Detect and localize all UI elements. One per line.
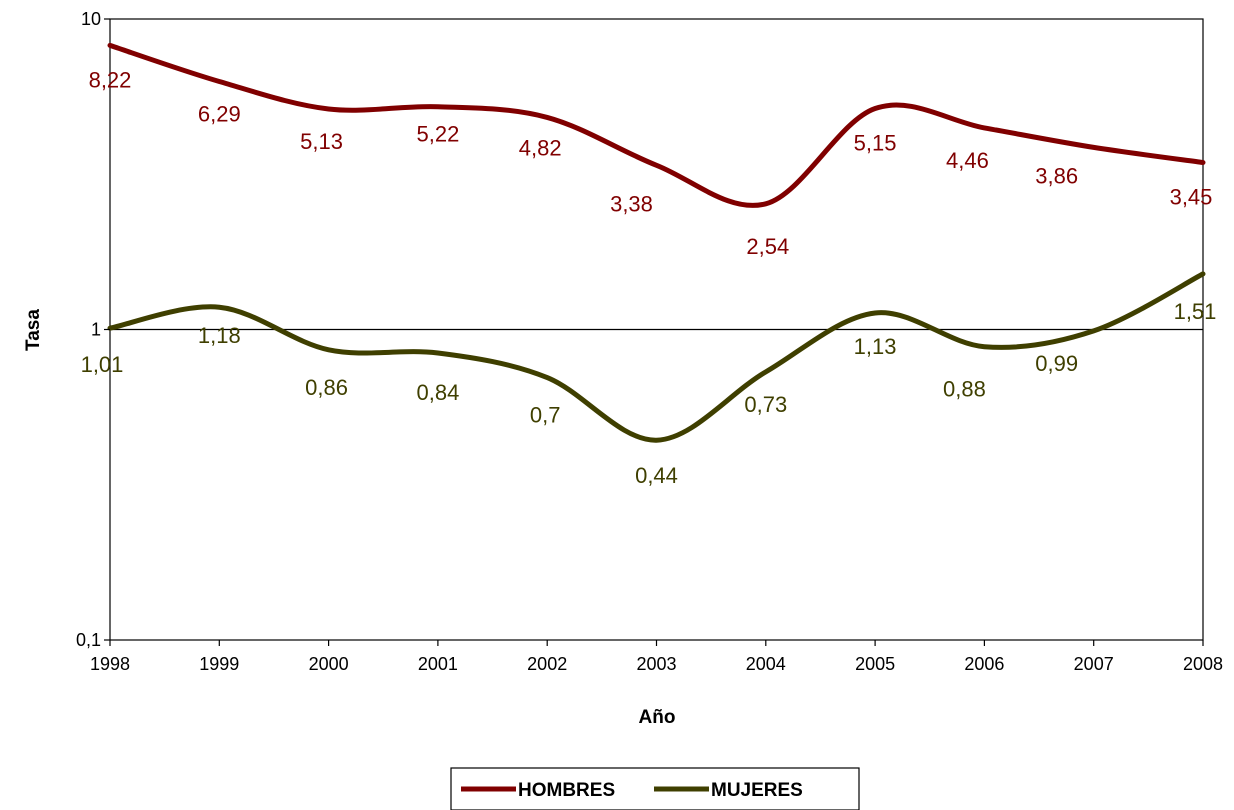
legend-label-mujeres: MUJERES (711, 780, 803, 801)
series-line-hombres (107, 42, 1206, 208)
data-label-hombres: 3,86 (1035, 163, 1078, 188)
data-label-hombres: 3,45 (1170, 185, 1213, 210)
data-label-mujeres: 1,18 (198, 323, 241, 348)
data-label-mujeres: 1,13 (854, 334, 897, 359)
data-label-mujeres: 0,84 (416, 380, 459, 405)
data-label-layer: 8,22 6,29 5,13 5,22 4,82 3,38 2,54 5,15 4,46 3,86… (81, 67, 1217, 488)
x-axis-title: Año (639, 707, 676, 728)
data-label-mujeres: 0,88 (943, 377, 986, 402)
data-label-hombres: 4,82 (519, 135, 562, 160)
x-tick-label: 2004 (746, 654, 786, 674)
data-label-mujeres: 0,99 (1035, 351, 1078, 376)
data-label-mujeres: 1,51 (1174, 299, 1217, 324)
data-label-mujeres: 0,44 (635, 463, 678, 488)
y-axis-title: Tasa (23, 309, 44, 351)
y-tick-label: 10 (81, 9, 101, 29)
data-label-hombres: 4,46 (946, 148, 989, 173)
y-tick-label: 0,1 (76, 630, 101, 650)
x-tick-label: 2005 (855, 654, 895, 674)
data-label-mujeres: 1,01 (81, 352, 124, 377)
x-tick-label: 2008 (1183, 654, 1223, 674)
x-tick-label: 2001 (418, 654, 458, 674)
series-layer (107, 42, 1206, 443)
legend-label-hombres: HOMBRES (518, 780, 615, 801)
x-tick-label: 2003 (636, 654, 676, 674)
x-tick-label: 1998 (90, 654, 130, 674)
x-tick-label: 1999 (199, 654, 239, 674)
x-tick-label: 2002 (527, 654, 567, 674)
legend: HOMBRES MUJERES (450, 767, 860, 810)
data-label-hombres: 5,15 (854, 130, 897, 155)
data-label-mujeres: 0,86 (305, 375, 348, 400)
data-label-hombres: 5,13 (300, 129, 343, 154)
data-label-mujeres: 0,73 (744, 392, 787, 417)
data-label-hombres: 5,22 (416, 122, 459, 147)
data-label-hombres: 8,22 (89, 67, 132, 92)
axes: 0,1 1 10 1998 1999 2000 2001 2002 2003 2004 2005 20… (76, 9, 1223, 674)
x-tick-label: 2000 (309, 654, 349, 674)
y-tick-label: 1 (91, 320, 101, 340)
data-label-hombres: 6,29 (198, 102, 241, 127)
data-label-mujeres: 0,7 (530, 403, 561, 428)
x-tick-label: 2006 (964, 654, 1004, 674)
series-line-mujeres (107, 271, 1206, 443)
x-tick-label: 2007 (1074, 654, 1114, 674)
data-label-hombres: 2,54 (746, 234, 789, 259)
data-label-hombres: 3,38 (610, 191, 653, 216)
